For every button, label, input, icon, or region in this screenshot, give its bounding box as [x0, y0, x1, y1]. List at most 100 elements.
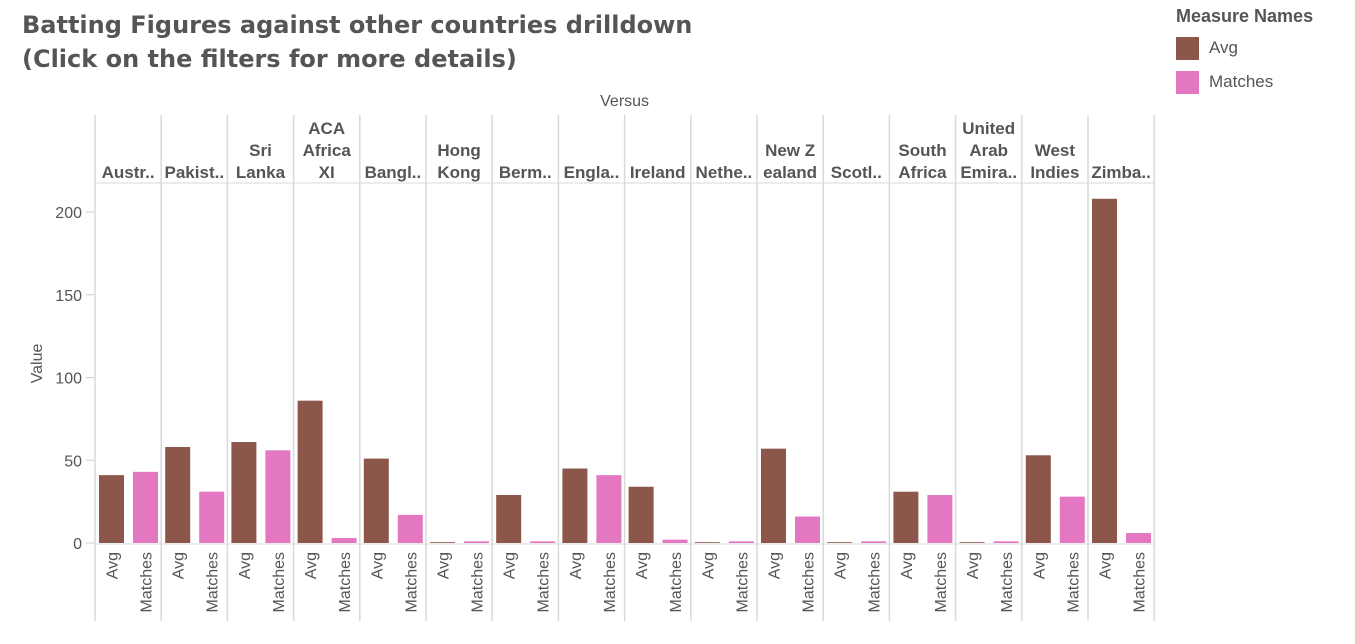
bar-matches[interactable] [728, 541, 754, 543]
category-header-label[interactable]: Kong [437, 163, 480, 182]
category-header-label[interactable]: Sri [249, 141, 272, 160]
bar-matches[interactable] [861, 541, 887, 543]
x-tick-label-avg: Avg [965, 552, 982, 579]
legend: Measure Names Avg Matches [1176, 6, 1313, 99]
bar-matches[interactable] [993, 541, 1019, 543]
legend-swatch-avg [1176, 36, 1199, 60]
bar-avg[interactable] [827, 542, 853, 543]
legend-label-avg: Avg [1209, 38, 1238, 57]
bar-avg[interactable] [893, 491, 919, 543]
y-tick-label: 0 [73, 536, 82, 553]
category-header-label[interactable]: Africa [303, 141, 352, 160]
bar-matches[interactable] [596, 475, 622, 543]
x-tick-label-avg: Avg [171, 552, 188, 579]
category-header-label[interactable]: Indies [1030, 163, 1079, 182]
x-tick-label-avg: Avg [568, 552, 585, 579]
category-header-label[interactable]: Africa [898, 163, 947, 182]
bar-matches[interactable] [464, 541, 489, 543]
category-header-label[interactable]: Zimba.. [1091, 163, 1151, 182]
category-header-label[interactable]: Nethe.. [696, 163, 753, 182]
bar-matches[interactable] [331, 538, 357, 543]
x-tick-label-matches: Matches [536, 552, 553, 612]
x-tick-label-matches: Matches [734, 552, 751, 612]
x-tick-label-avg: Avg [833, 552, 850, 579]
chart-title-line-1: Batting Figures against other countries … [22, 11, 693, 39]
bar-avg[interactable] [363, 458, 389, 543]
bar-avg[interactable] [231, 442, 257, 543]
bar-matches[interactable] [927, 495, 953, 543]
category-header-label[interactable]: Emira.. [960, 163, 1017, 182]
category-header-label[interactable]: Scotl.. [831, 163, 882, 182]
bar-matches[interactable] [133, 471, 158, 543]
x-tick-label-matches: Matches [337, 552, 354, 612]
bar-matches[interactable] [199, 491, 225, 543]
x-tick-label-avg: Avg [1098, 552, 1115, 579]
x-tick-label-matches: Matches [271, 552, 288, 612]
column-header-versus: Versus [600, 93, 649, 110]
y-tick-label: 150 [55, 288, 82, 305]
bar-matches[interactable] [397, 514, 423, 543]
y-tick-label: 50 [64, 453, 82, 470]
category-header-label[interactable]: ACA [308, 119, 345, 138]
x-tick-label-avg: Avg [899, 552, 916, 579]
category-header-label[interactable]: South [898, 141, 946, 160]
category-header-label[interactable]: Engla.. [564, 163, 620, 182]
category-header-label[interactable]: Arab [969, 141, 1008, 160]
category-header-label[interactable]: United [962, 119, 1015, 138]
x-tick-label-matches: Matches [403, 552, 420, 612]
x-tick-label-avg: Avg [767, 552, 784, 579]
bar-avg[interactable] [496, 495, 522, 543]
category-header-label[interactable]: West [1035, 141, 1076, 160]
x-tick-label-matches: Matches [205, 552, 222, 612]
bar-avg[interactable] [165, 447, 191, 543]
x-tick-label-avg: Avg [303, 552, 320, 579]
bar-matches[interactable] [265, 450, 291, 543]
x-tick-label-matches: Matches [470, 552, 487, 612]
x-tick-label-avg: Avg [634, 552, 651, 579]
bar-avg[interactable] [959, 542, 985, 543]
legend-item-matches[interactable]: Matches [1176, 65, 1313, 99]
x-tick-label-avg: Avg [1031, 552, 1048, 579]
bar-avg[interactable] [1092, 198, 1117, 543]
y-tick-label: 200 [55, 205, 82, 222]
category-header-label[interactable]: Bangl.. [365, 163, 422, 182]
bar-avg[interactable] [1025, 455, 1051, 543]
legend-swatch-matches [1176, 70, 1199, 94]
bar-matches[interactable] [795, 516, 820, 543]
bar-matches[interactable] [662, 539, 688, 543]
bar-avg[interactable] [297, 400, 323, 543]
bar-matches[interactable] [530, 541, 556, 543]
category-header-label[interactable]: ealand [763, 163, 817, 182]
x-tick-label-matches: Matches [1132, 552, 1149, 612]
y-tick-label: 100 [55, 371, 82, 388]
x-tick-label-matches: Matches [801, 552, 818, 612]
category-header-label[interactable]: Hong [437, 141, 480, 160]
category-header-label[interactable]: Ireland [630, 163, 686, 182]
bar-matches[interactable] [1126, 533, 1151, 543]
category-header-label[interactable]: New Z [765, 141, 815, 160]
bar-avg[interactable] [99, 475, 124, 543]
bar-avg[interactable] [628, 486, 654, 543]
bar-avg[interactable] [562, 468, 588, 543]
category-header-label[interactable]: Berm.. [499, 163, 552, 182]
x-tick-label-matches: Matches [867, 552, 884, 612]
bar-avg[interactable] [430, 542, 455, 543]
x-tick-label-matches: Matches [602, 552, 619, 612]
category-header-label[interactable]: Lanka [236, 163, 286, 182]
bar-matches[interactable] [1059, 496, 1085, 543]
x-tick-label-matches: Matches [668, 552, 685, 612]
x-tick-label-matches: Matches [933, 552, 950, 612]
legend-label-matches: Matches [1209, 72, 1274, 91]
bar-avg[interactable] [694, 542, 720, 543]
category-header-label[interactable]: XI [319, 163, 335, 182]
chart-title-line-2: (Click on the filters for more details) [22, 45, 517, 73]
category-header-label[interactable]: Austr.. [102, 163, 155, 182]
category-header-label[interactable]: Pakist.. [165, 163, 225, 182]
x-tick-label-avg: Avg [700, 552, 717, 579]
legend-item-avg[interactable]: Avg [1176, 31, 1313, 65]
x-tick-label-matches: Matches [139, 552, 156, 612]
x-tick-label-matches: Matches [1065, 552, 1082, 612]
bar-avg[interactable] [761, 448, 786, 543]
x-tick-label-avg: Avg [502, 552, 519, 579]
